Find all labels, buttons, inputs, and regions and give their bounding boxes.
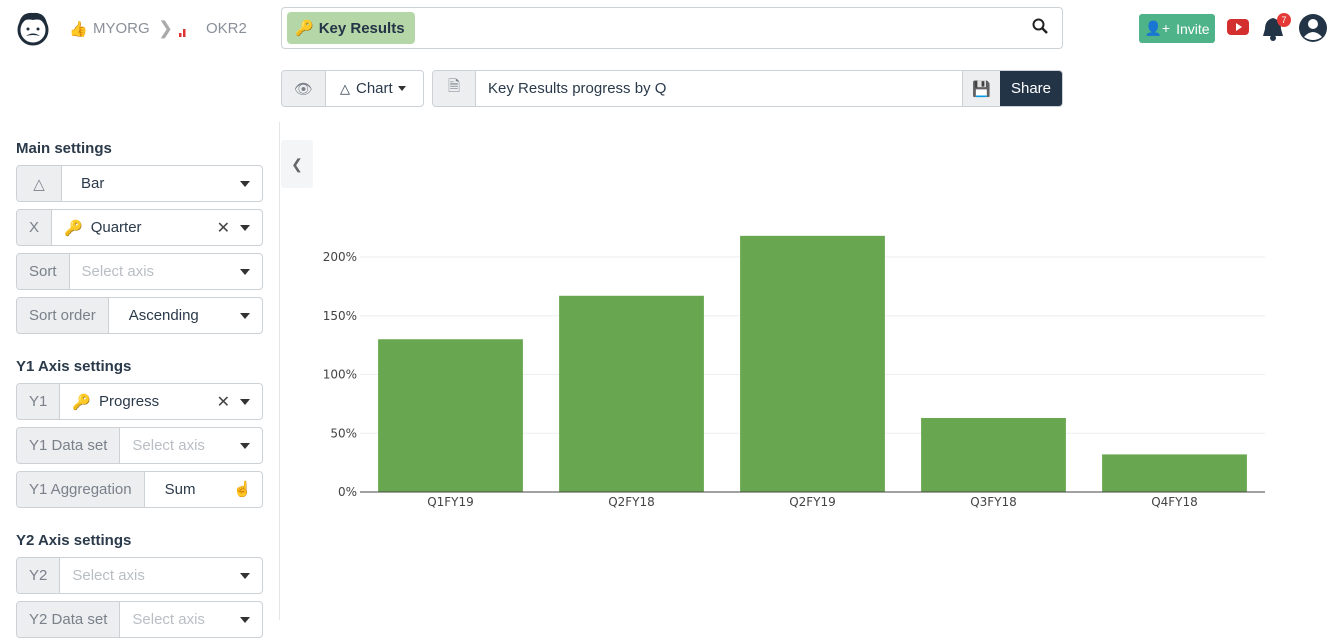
y2-placeholder: Select axis [72, 567, 145, 584]
sort-field: Select axis [70, 254, 262, 289]
hand-cursor-icon: ☝ [233, 481, 252, 498]
y1-value: Progress [99, 393, 160, 410]
chart-type-value: Bar [81, 175, 105, 192]
eye-button[interactable]: 👁 [282, 71, 326, 106]
user-avatar-icon[interactable] [1298, 13, 1328, 48]
y1-settings-heading: Y1 Axis settings [16, 358, 132, 375]
caret-icon [397, 86, 406, 91]
invite-label: Invite [1176, 20, 1210, 37]
sort-select[interactable]: Sort Select axis [16, 253, 263, 290]
notification-badge: 7 [1277, 13, 1291, 27]
logo-avatar[interactable] [15, 10, 51, 46]
bar [1102, 454, 1247, 492]
bar-chart-icon [179, 24, 189, 37]
caret-icon [240, 617, 250, 623]
y1-dataset-placeholder: Select axis [132, 437, 205, 454]
chart-title-input[interactable] [476, 71, 962, 106]
caret-icon [240, 399, 250, 405]
chart-mode-dropdown[interactable]: △ Chart [326, 71, 423, 106]
sort-order-label: Sort order [17, 298, 109, 333]
chart-type-icon: △ [17, 166, 62, 201]
y2-label: Y2 [17, 558, 61, 593]
y1-aggregation-field: Sum ☝ [145, 472, 262, 507]
invite-button[interactable]: 👤+ Invite [1139, 14, 1215, 43]
y1-aggregation-select[interactable]: Y1 Aggregation Sum ☝ [16, 471, 263, 508]
caret-icon [240, 269, 250, 275]
user-plus-icon: 👤+ [1144, 20, 1171, 36]
key-icon: 🔑 [64, 219, 83, 237]
sort-order-value: Ascending [128, 307, 199, 324]
sort-order-field: Ascending [109, 298, 262, 333]
chevron-right-icon: ❯ [158, 18, 174, 38]
x-axis-select[interactable]: X 🔑 Quarter ✕ [16, 209, 263, 246]
y1-select[interactable]: Y1 🔑 Progress ✕ [16, 383, 263, 420]
chart-type-field: Bar [62, 166, 262, 201]
y2-field: Select axis [60, 558, 262, 593]
file-chart-icon: 🗎 [433, 71, 476, 106]
chart-type-select[interactable]: △ Bar [16, 165, 263, 202]
sort-label: Sort [17, 254, 70, 289]
clear-icon[interactable]: ✕ [216, 394, 230, 411]
x-tick-label: Q2FY19 [789, 495, 836, 509]
x-value: Quarter [90, 219, 142, 236]
y1-aggregation-label: Y1 Aggregation [17, 472, 145, 507]
key-icon: 🔑 [72, 393, 92, 411]
y-tick-label: 50% [330, 426, 357, 440]
caret-icon [240, 181, 250, 187]
title-group: 🗎 💾 Share [432, 70, 1063, 107]
breadcrumb-org[interactable]: MYORG [93, 20, 150, 37]
search-icon[interactable] [1032, 18, 1048, 39]
clear-icon[interactable]: ✕ [216, 220, 230, 237]
main-settings-heading: Main settings [16, 140, 112, 157]
caret-icon [240, 573, 250, 579]
search-bar[interactable]: 🔑 Key Results [281, 7, 1063, 49]
y1-label: Y1 [17, 384, 61, 419]
sort-placeholder: Select axis [81, 263, 155, 280]
y1-dataset-label: Y1 Data set [17, 428, 121, 463]
y1-dataset-select[interactable]: Y1 Data set Select axis [16, 427, 263, 464]
caret-icon [240, 225, 250, 231]
bar [378, 339, 523, 492]
collapse-sidebar-button[interactable]: ❮ [281, 140, 313, 188]
bar [740, 235, 885, 492]
y-tick-label: 150% [323, 309, 357, 323]
y-tick-label: 100% [323, 368, 357, 382]
y-tick-label: 200% [323, 250, 357, 264]
x-label: X [17, 210, 53, 245]
y1-aggregation-value: Sum [164, 481, 196, 498]
sort-order-select[interactable]: Sort order Ascending [16, 297, 263, 334]
x-tick-label: Q3FY18 [970, 495, 1017, 509]
x-tick-label: Q4FY18 [1151, 495, 1198, 509]
key-icon: 🔑 [295, 20, 314, 37]
sidebar-divider [279, 122, 280, 620]
y1-dataset-field: Select axis [120, 428, 262, 463]
bar [559, 295, 704, 492]
y1-field: 🔑 Progress ✕ [60, 384, 262, 419]
youtube-icon[interactable] [1227, 19, 1249, 35]
chart-mode-label: Chart [356, 80, 393, 97]
thumbs-up-icon: 👍 [69, 21, 88, 38]
save-icon[interactable]: 💾 [962, 71, 1000, 106]
caret-icon [240, 313, 250, 319]
search-tag-label: Key Results [318, 19, 405, 37]
x-field: 🔑 Quarter ✕ [52, 210, 262, 245]
y2-select[interactable]: Y2 Select axis [16, 557, 263, 594]
y2-settings-heading: Y2 Axis settings [16, 532, 132, 549]
x-tick-label: Q1FY19 [427, 495, 474, 509]
bar [921, 417, 1066, 492]
view-toggle-group: 👁 △ Chart [281, 70, 424, 107]
search-tag[interactable]: 🔑 Key Results [287, 12, 415, 44]
breadcrumb-project[interactable]: OKR2 [206, 20, 247, 37]
area-chart-icon: △ [340, 80, 350, 96]
caret-icon [240, 443, 250, 449]
share-button[interactable]: Share [1000, 71, 1062, 106]
x-tick-label: Q2FY18 [608, 495, 655, 509]
y-tick-label: 0% [338, 485, 357, 499]
